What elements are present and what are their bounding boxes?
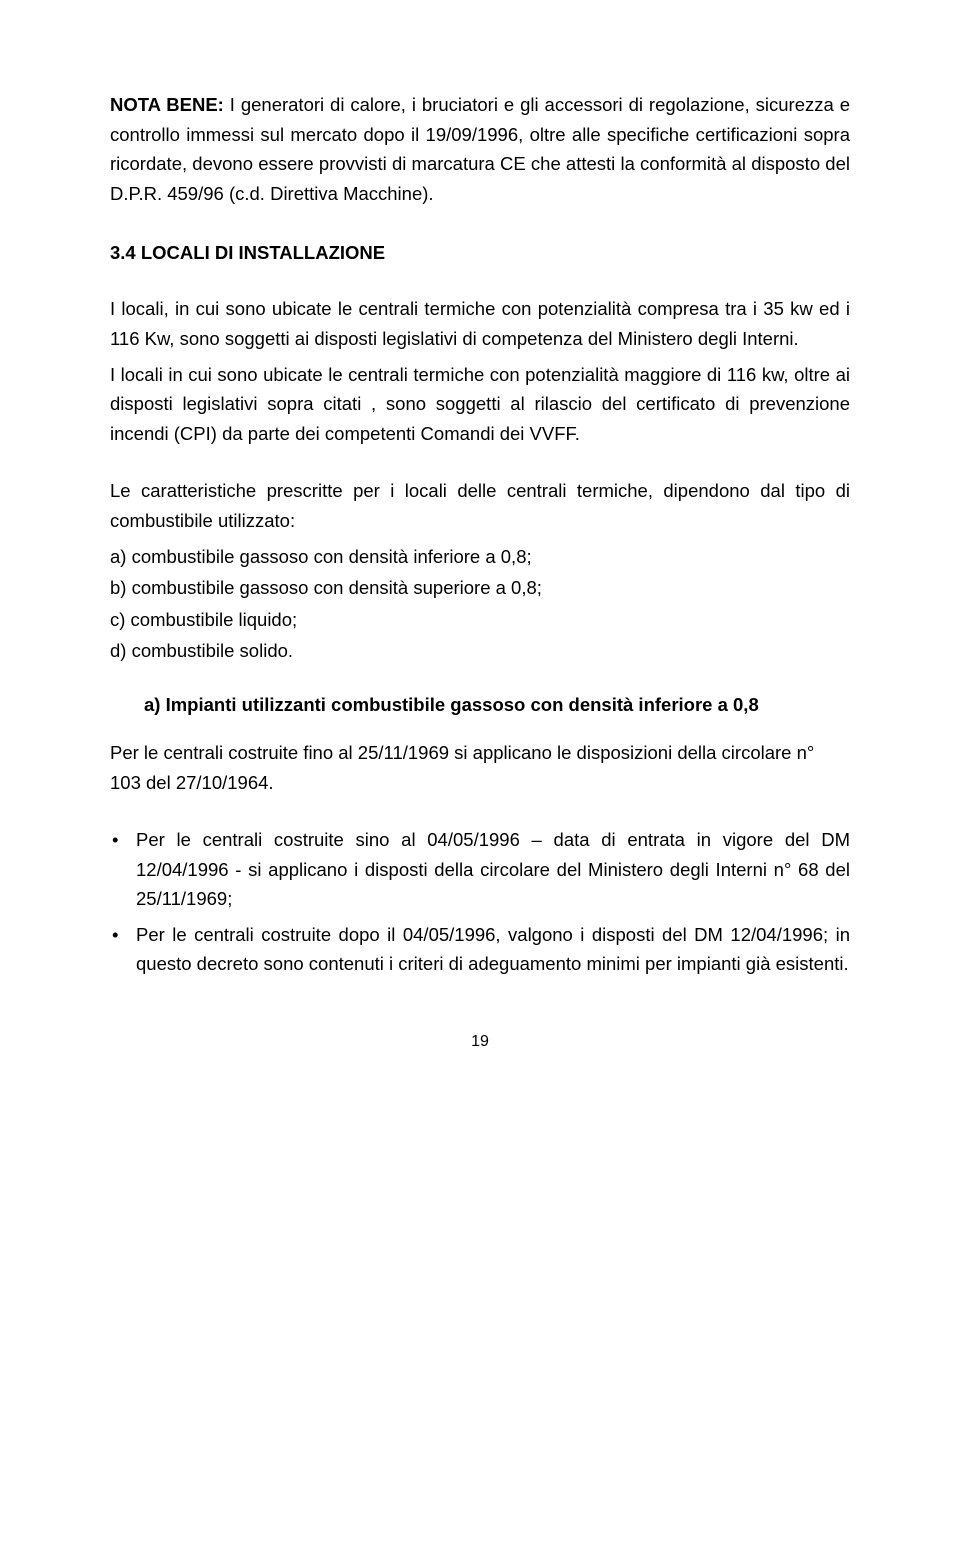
list-item-d: d) combustibile solido. bbox=[110, 636, 850, 666]
bullet-item-2: Per le centrali costruite dopo il 04/05/… bbox=[110, 920, 850, 979]
paragraph-block-1: I locali, in cui sono ubicate le central… bbox=[110, 294, 850, 448]
bullet-list: Per le centrali costruite sino al 04/05/… bbox=[110, 825, 850, 979]
nota-bene-block: NOTA BENE: I generatori di calore, i bru… bbox=[110, 90, 850, 208]
subsection-a-heading: a) Impianti utilizzanti combustibile gas… bbox=[144, 694, 850, 716]
bullet-item-1: Per le centrali costruite sino al 04/05/… bbox=[110, 825, 850, 914]
sub-a-intro: Per le centrali costruite fino al 25/11/… bbox=[110, 738, 850, 797]
document-page: NOTA BENE: I generatori di calore, i bru… bbox=[0, 0, 960, 1111]
list-item-b: b) combustibile gassoso con densità supe… bbox=[110, 573, 850, 603]
paragraph-2: I locali in cui sono ubicate le centrali… bbox=[110, 360, 850, 449]
section-heading: 3.4 LOCALI DI INSTALLAZIONE bbox=[110, 242, 850, 264]
page-number: 19 bbox=[110, 1033, 850, 1051]
fuel-type-list: a) combustibile gassoso con densità infe… bbox=[110, 542, 850, 666]
paragraph-block-2: Le caratteristiche prescritte per i loca… bbox=[110, 476, 850, 666]
nota-bene-label: NOTA BENE: bbox=[110, 94, 224, 115]
paragraph-1: I locali, in cui sono ubicate le central… bbox=[110, 294, 850, 353]
list-item-a: a) combustibile gassoso con densità infe… bbox=[110, 542, 850, 572]
nota-bene-paragraph: NOTA BENE: I generatori di calore, i bru… bbox=[110, 90, 850, 208]
list-item-c: c) combustibile liquido; bbox=[110, 605, 850, 635]
paragraph-3: Le caratteristiche prescritte per i loca… bbox=[110, 476, 850, 535]
sub-a-intro-block: Per le centrali costruite fino al 25/11/… bbox=[110, 738, 850, 797]
